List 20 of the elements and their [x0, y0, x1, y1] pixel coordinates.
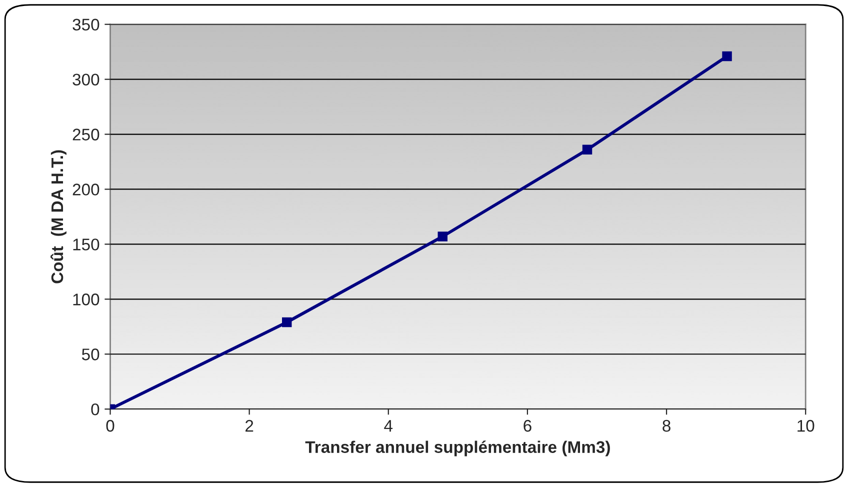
y-tick-label: 100: [73, 294, 100, 306]
x-tick-label: 0: [106, 420, 114, 432]
x-tick-label: 2: [246, 420, 254, 432]
y-tick-label: 50: [82, 348, 100, 360]
point: [722, 51, 732, 62]
y-tick-label: 350: [72, 18, 100, 31]
point: [582, 144, 592, 155]
x-tick-label: 8: [662, 420, 670, 432]
point: [282, 317, 292, 328]
y-tick-label: 200: [72, 184, 100, 196]
y-tick-label: 300: [72, 74, 100, 86]
y-axis-title: Coût (M DA H.T.): [50, 150, 66, 284]
x-tick-label: 4: [384, 420, 393, 432]
y-tick-label: 250: [72, 128, 100, 140]
point: [438, 232, 448, 242]
x-tick-label: 10: [798, 420, 814, 432]
y-tick-label: 150: [73, 238, 100, 250]
y-tick-label: 0: [91, 403, 100, 416]
x-tick-label: 6: [524, 420, 532, 432]
x-axis-title: Transfer annuel supplémentaire (Mm3): [305, 440, 610, 456]
